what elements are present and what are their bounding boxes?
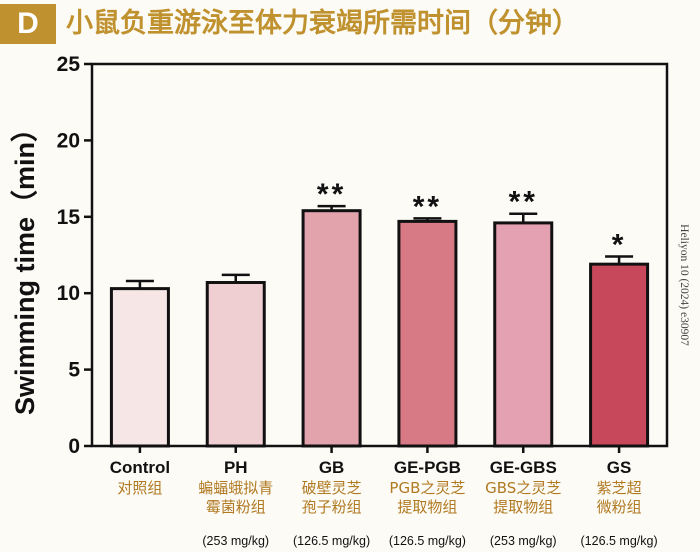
bar (109, 287, 170, 448)
x-tick-label-cn: 霉菌粉组 (206, 498, 266, 516)
significance-mark: ** (317, 178, 346, 211)
x-tick-label: PH (224, 458, 248, 477)
bar (397, 219, 458, 448)
panel-badge: D (0, 4, 56, 44)
bar (589, 262, 650, 448)
x-tick-label-cn: 紫芝超 (597, 479, 642, 497)
x-tick-dose: (253 mg/kg) (490, 534, 557, 548)
x-tick-label-cn: GBS之灵芝 (485, 479, 561, 497)
bar (493, 221, 554, 448)
significance-mark: ** (413, 190, 442, 223)
y-tick-label: 5 (68, 359, 80, 382)
x-tick-label-cn: 微粉组 (597, 498, 642, 516)
x-tick-dose: (126.5 mg/kg) (293, 534, 370, 548)
x-tick-label-cn: 蝙蝠蛾拟青 (198, 479, 273, 497)
bar (301, 209, 362, 448)
bar (205, 281, 266, 448)
y-axis-label: Swimming time（min） (10, 115, 40, 415)
x-tick-label: GB (319, 458, 345, 477)
y-tick-label: 10 (57, 282, 80, 305)
x-tick-dose: (253 mg/kg) (202, 534, 269, 548)
x-tick-label: GE-PGB (394, 458, 461, 477)
plot-frame (90, 62, 669, 448)
x-tick-dose: (126.5 mg/kg) (389, 534, 466, 548)
y-tick-label: 25 (57, 53, 81, 76)
x-tick-label-cn: 提取物组 (493, 498, 553, 516)
figure-header: D 小鼠负重游泳至体力衰竭所需时间（分钟） (0, 0, 700, 48)
x-tick-label: GE-GBS (490, 458, 557, 477)
y-tick-label: 0 (68, 435, 80, 458)
x-tick-label: GS (607, 458, 632, 477)
x-tick-dose: (126.5 mg/kg) (581, 534, 658, 548)
x-tick-label: Control (110, 458, 170, 477)
x-tick-label-cn: 孢子粉组 (302, 498, 362, 516)
x-tick-label-cn: PGB之灵芝 (389, 479, 465, 497)
significance-mark: ** (509, 186, 538, 219)
x-tick-label-cn: 破壁灵芝 (302, 479, 362, 497)
chart-title: 小鼠负重游泳至体力衰竭所需时间（分钟） (66, 8, 579, 39)
citation-text: Heliyon 10 (2024) e30907 (678, 224, 690, 346)
x-tick-label-cn: 提取物组 (397, 498, 457, 516)
significance-mark: * (612, 229, 627, 262)
y-tick-label: 15 (57, 206, 81, 229)
x-tick-label-cn: 对照组 (117, 479, 162, 497)
y-tick-label: 20 (57, 129, 80, 152)
